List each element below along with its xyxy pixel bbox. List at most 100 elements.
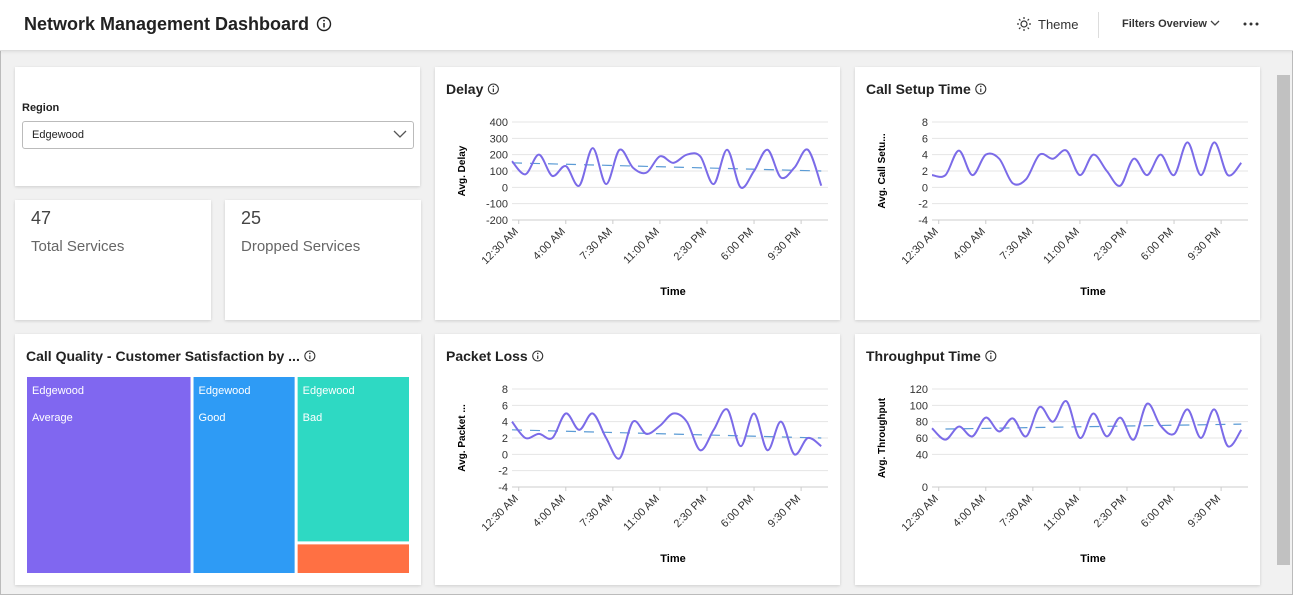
region-card: Region Edgewood [15, 67, 420, 186]
dashboard-title: Network Management Dashboard [24, 14, 310, 34]
x-tick-label: 9:30 PM [1186, 226, 1223, 263]
x-tick-label: 7:30 AM [998, 226, 1035, 263]
icon-circle [975, 83, 987, 95]
icon-circle [304, 350, 316, 362]
icon-dot [990, 352, 992, 355]
y-tick-label: 300 [490, 133, 508, 145]
x-tick-label: 6:00 PM [1139, 493, 1176, 530]
cell-label: Edgewood [199, 385, 251, 397]
chevron [1210, 20, 1220, 26]
icon-dot [979, 85, 982, 88]
trend-line [511, 429, 822, 439]
y-axis-label: Avg. Throughput [877, 397, 888, 478]
y-axis-label: Avg. Packet ... [457, 404, 468, 472]
chart-title: Call Setup Time [866, 81, 971, 97]
cell-sublabel: Average [32, 412, 73, 424]
y-tick-label: 0 [922, 182, 928, 194]
chart-card: Throughput Time 0 40 60 80 100 120 12:30 AM 4:00… [855, 334, 1260, 585]
theme-button[interactable]: Theme [1038, 17, 1079, 32]
y-tick-label: 6 [502, 400, 508, 412]
info-icon[interactable] [487, 83, 499, 95]
info-icon[interactable] [975, 83, 987, 95]
x-tick-label: 12:30 AM [479, 226, 520, 267]
x-tick-label: 4:00 AM [531, 226, 568, 263]
chart-title: Throughput Time [866, 348, 981, 364]
x-tick-label: 9:30 PM [766, 226, 803, 263]
icon-circle [487, 83, 499, 95]
kpi-card: 47 Total Services [15, 200, 211, 320]
x-tick-label: 12:30 AM [899, 226, 940, 267]
kpi-label: Total Services [31, 238, 125, 255]
y-tick-label: 0 [502, 449, 508, 461]
filter-label: Region [22, 102, 60, 114]
treemap-cell [297, 377, 409, 542]
y-tick-label: 120 [910, 384, 928, 396]
x-tick-label: 9:30 PM [1186, 493, 1223, 530]
theme-icon[interactable] [1016, 16, 1032, 32]
y-tick-label: 100 [910, 400, 928, 412]
x-tick-label: 9:30 PM [766, 493, 803, 530]
chart: Call Setup Time -4 -2 0 2 4 6 8 12:30 AM 4:00 AM 7… [866, 81, 1248, 298]
treemap-cell [193, 377, 295, 573]
x-tick-label: 7:30 AM [578, 226, 615, 263]
x-tick-label: 2:30 PM [672, 226, 709, 263]
treemap-cell [27, 377, 191, 573]
treemap-cell [297, 544, 409, 573]
info-icon[interactable] [304, 350, 316, 362]
chart-card: Call Setup Time -4 -2 0 2 4 6 8 12:30 AM 4:00 AM 7… [855, 67, 1260, 320]
chart-title: Call Quality - Customer Satisfaction by … [26, 348, 300, 364]
divider [1098, 12, 1099, 38]
x-tick-label: 11:00 AM [621, 226, 662, 267]
select-value: Edgewood [32, 129, 84, 141]
y-tick-label: 4 [502, 417, 508, 429]
cell-label: Edgewood [32, 385, 84, 397]
y-tick-label: 2 [922, 166, 928, 178]
y-tick-label: 400 [490, 117, 508, 129]
region-select[interactable]: Edgewood [22, 121, 414, 149]
x-tick-label: 11:00 AM [1041, 493, 1082, 534]
chart-card: Call Quality - Customer Satisfaction by … [15, 334, 421, 585]
line-series [511, 147, 823, 189]
cell-sublabel: Good [199, 412, 226, 424]
y-tick-label: -100 [486, 199, 508, 211]
filters-overview[interactable]: Filters Overview [1122, 18, 1207, 30]
y-tick-label: -2 [498, 466, 508, 478]
y-tick-label: 0 [502, 182, 508, 194]
chart: Packet Loss -4 -2 0 2 4 6 8 12:30 AM 4:00 AM 7:30 … [446, 348, 828, 565]
x-axis-label: Time [1080, 553, 1105, 565]
scrollbar[interactable] [1276, 58, 1291, 588]
chart-title: Delay [446, 81, 484, 97]
x-axis-label: Time [660, 286, 685, 298]
x-tick-label: 4:00 AM [951, 493, 988, 530]
x-tick-label: 12:30 AM [899, 493, 940, 534]
y-tick-label: 4 [922, 150, 928, 162]
x-tick-label: 4:00 AM [951, 226, 988, 263]
x-tick-label: 6:00 PM [1139, 226, 1176, 263]
y-tick-label: -4 [918, 215, 928, 227]
scroll-thumb[interactable] [1277, 75, 1290, 565]
y-tick-label: -4 [498, 482, 508, 494]
more-menu[interactable] [1242, 18, 1260, 30]
kpi-card: 25 Dropped Services [225, 200, 421, 320]
x-axis-label: Time [1080, 286, 1105, 298]
line-series [931, 141, 1243, 187]
icon-dot [536, 352, 539, 355]
header: Network Management Dashboard Theme Filte… [0, 0, 1293, 51]
x-tick-label: 4:00 AM [531, 493, 568, 530]
y-axis-label: Avg. Call Setu... [877, 133, 888, 208]
chart-card: Packet Loss -4 -2 0 2 4 6 8 12:30 AM 4:00 AM 7:30 … [435, 334, 840, 585]
x-tick-label: 11:00 AM [621, 493, 662, 534]
y-tick-label: 200 [490, 150, 508, 162]
y-tick-label: 40 [916, 449, 928, 461]
info-icon[interactable] [985, 350, 997, 362]
trend-line [945, 423, 1242, 430]
cell-sublabel: Bad [303, 412, 323, 424]
y-tick-label: 2 [502, 433, 508, 445]
x-tick-label: 11:00 AM [1041, 226, 1082, 267]
info-icon[interactable] [316, 16, 332, 32]
icon-dot [309, 352, 311, 355]
y-tick-label: -200 [486, 215, 508, 227]
cell-label: Edgewood [303, 385, 355, 397]
info-icon[interactable] [532, 350, 544, 362]
